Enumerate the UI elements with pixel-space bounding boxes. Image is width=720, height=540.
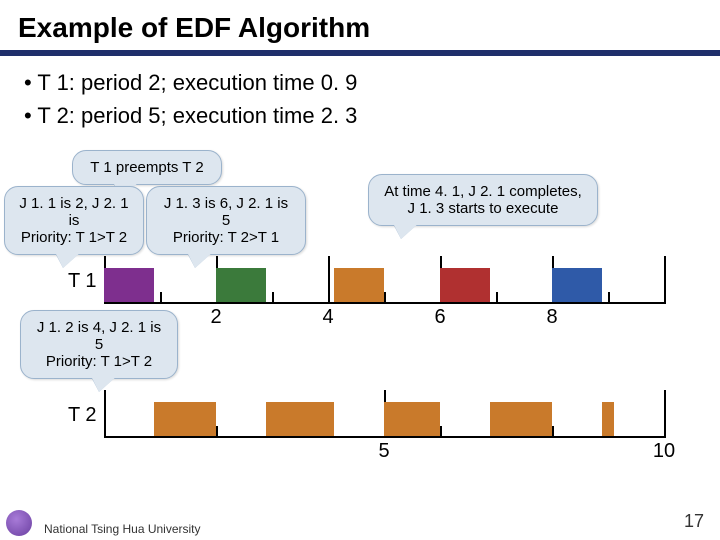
t1-tick-label: 8 xyxy=(546,306,557,329)
callout-tail-icon xyxy=(91,376,117,392)
callout-b2: J 1. 1 is 2, J 2. 1 isPriority: T 1>T 2 xyxy=(4,186,144,255)
callout-tail-icon xyxy=(393,223,419,239)
t2-tick-label: 10 xyxy=(653,440,675,463)
t2-tick-label: 5 xyxy=(378,440,389,463)
page-number: 17 xyxy=(684,511,704,532)
t1-bar xyxy=(216,268,266,302)
university-logo-icon xyxy=(6,510,32,536)
t1-label: T 1 xyxy=(68,270,97,293)
page-title: Example of EDF Algorithm xyxy=(0,0,720,50)
t2-tick xyxy=(104,390,106,438)
edf-diagram: T 1 T 2 2468510T 1 preempts T 2J 1. 1 is… xyxy=(24,150,684,490)
t2-tick xyxy=(664,390,666,438)
t1-tick-label: 4 xyxy=(322,306,333,329)
callout-b1: T 1 preempts T 2 xyxy=(72,150,222,185)
title-rule xyxy=(0,50,720,56)
t2-bar xyxy=(154,402,216,436)
university-name: National Tsing Hua University xyxy=(44,522,201,536)
t1-bar xyxy=(440,268,490,302)
t2-bar xyxy=(266,402,333,436)
callout-tail-icon xyxy=(55,252,81,268)
t1-tick-label: 6 xyxy=(434,306,445,329)
t2-label: T 2 xyxy=(68,404,97,427)
callout-b4: At time 4. 1, J 2. 1 completes,J 1. 3 st… xyxy=(368,174,598,226)
callout-b3: J 1. 3 is 6, J 2. 1 is 5Priority: T 2>T … xyxy=(146,186,306,255)
t1-tick xyxy=(608,292,610,304)
bullets: T 1: period 2; execution time 0. 9 T 2: … xyxy=(0,66,720,132)
t2-tick xyxy=(440,426,442,438)
t1-tick xyxy=(160,292,162,304)
t2-timeline: 510 xyxy=(104,388,664,438)
t1-bar xyxy=(104,268,154,302)
t1-tick xyxy=(272,292,274,304)
t2-tick xyxy=(216,426,218,438)
t1-bar xyxy=(552,268,602,302)
t1-tick xyxy=(328,256,330,304)
t2-bar xyxy=(602,402,613,436)
t2-bar xyxy=(384,402,440,436)
bullet-2: T 2: period 5; execution time 2. 3 xyxy=(24,99,696,132)
callout-b5: J 1. 2 is 4, J 2. 1 is 5Priority: T 1>T … xyxy=(20,310,178,379)
t1-tick xyxy=(664,256,666,304)
footer: National Tsing Hua University 17 xyxy=(0,506,720,540)
t1-bar xyxy=(334,268,384,302)
t1-tick xyxy=(384,292,386,304)
t2-bar xyxy=(490,402,552,436)
t2-tick xyxy=(552,426,554,438)
t1-tick-label: 2 xyxy=(210,306,221,329)
bullet-1: T 1: period 2; execution time 0. 9 xyxy=(24,66,696,99)
t1-tick xyxy=(496,292,498,304)
callout-tail-icon xyxy=(187,252,213,268)
